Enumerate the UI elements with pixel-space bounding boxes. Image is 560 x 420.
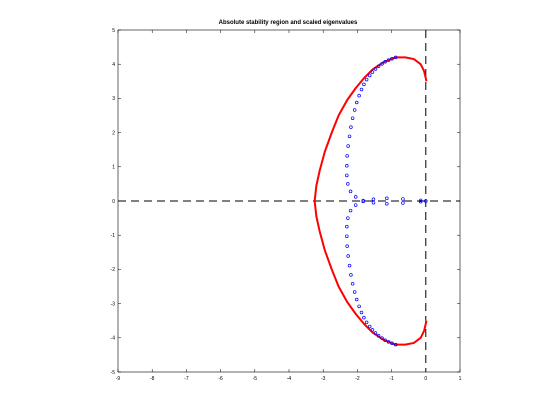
boundary-curve xyxy=(313,56,428,346)
eigenvalue-point xyxy=(401,197,405,201)
eigenvalue-point xyxy=(371,200,376,205)
eigenvalue-point xyxy=(376,64,381,69)
eigenvalue-point xyxy=(359,87,364,92)
eigenvalue-point xyxy=(383,338,387,342)
y-tick-label: 4 xyxy=(112,62,115,68)
eigenvalue-point xyxy=(346,182,350,186)
eigenvalue-point xyxy=(346,216,350,220)
x-tick-label: -2 xyxy=(355,376,360,382)
x-tick-label: -4 xyxy=(287,376,292,382)
eigenvalue-point xyxy=(346,144,350,148)
eigenvalue-point xyxy=(345,234,349,238)
x-tick-label: 1 xyxy=(459,376,462,382)
y-tick-label: 1 xyxy=(112,165,115,171)
eigenvalue-point xyxy=(354,297,359,302)
eigenvalue-point xyxy=(373,331,378,335)
x-tick-label: -7 xyxy=(184,376,189,382)
eigenvalue-point xyxy=(364,320,369,325)
eigenvalue-point xyxy=(354,100,359,105)
eigenvalue-point xyxy=(353,203,358,207)
eigenvalue-point xyxy=(393,342,398,347)
x-tick-label: -5 xyxy=(253,376,258,382)
eigenvalue-point xyxy=(362,315,366,320)
reference-lines xyxy=(118,30,460,372)
eigenvalue-point xyxy=(376,333,381,338)
chart-title: Absolute stability region and scaled eig… xyxy=(219,20,358,26)
eigenvalue-point xyxy=(371,197,376,202)
eigenvalue-point xyxy=(346,254,350,258)
eigenvalue-point xyxy=(348,189,353,194)
y-tick-label: 2 xyxy=(112,130,115,136)
eigenvalue-point xyxy=(373,67,378,71)
eigenvalue-point xyxy=(393,55,398,60)
stability-boundary xyxy=(313,56,428,346)
eigenvalue-point xyxy=(357,304,361,309)
x-tick-label: -9 xyxy=(116,376,121,382)
x-tick-label: -1 xyxy=(389,376,394,382)
eigenvalue-point xyxy=(367,324,372,329)
eigenvalue-point xyxy=(418,199,423,204)
eigenvalue-point xyxy=(390,341,394,346)
y-tick-label: -2 xyxy=(111,267,116,273)
eigenvalue-point xyxy=(418,198,423,203)
eigenvalue-point xyxy=(350,282,355,286)
eigenvalue-point xyxy=(352,108,357,112)
eigenvalue-point xyxy=(390,56,394,61)
eigenvalue-point xyxy=(361,199,365,204)
y-tick-label: -1 xyxy=(111,233,116,239)
eigenvalue-point xyxy=(401,201,405,205)
eigenvalue-point xyxy=(364,77,369,82)
y-tick-label: -3 xyxy=(111,301,116,307)
x-tick-label: 0 xyxy=(424,376,427,382)
x-tick-label: -6 xyxy=(218,376,223,382)
x-tick-label: -3 xyxy=(321,376,326,382)
y-axis-ticks: -5 -4 -3 -2 -1 0 1 2 3 4 5 xyxy=(111,28,460,376)
eigenvalue-point xyxy=(349,273,353,277)
eigenvalue-point xyxy=(380,336,384,340)
eigenvalue-point xyxy=(357,93,361,98)
y-tick-label: -5 xyxy=(111,370,116,376)
y-tick-label: 3 xyxy=(112,96,115,102)
eigenvalue-point xyxy=(383,60,387,64)
eigenvalue-point xyxy=(424,199,428,203)
eigenvalue-point xyxy=(345,173,349,178)
eigenvalue-point xyxy=(348,208,353,213)
eigenvalue-point xyxy=(352,290,357,294)
eigenvalue-point xyxy=(345,224,349,229)
eigenvalue-point xyxy=(386,340,391,344)
eigenvalue-point xyxy=(350,116,355,120)
eigenvalue-point xyxy=(362,82,366,87)
eigenvalue-markers xyxy=(345,55,428,347)
y-tick-label: 0 xyxy=(112,199,115,205)
eigenvalue-point xyxy=(367,73,372,78)
eigenvalue-point xyxy=(359,310,364,315)
eigenvalue-point xyxy=(370,328,375,332)
eigenvalue-point xyxy=(386,58,391,62)
y-tick-label: 5 xyxy=(112,28,115,34)
eigenvalue-point xyxy=(345,154,349,158)
eigenvalue-point xyxy=(385,201,389,206)
y-tick-label: -4 xyxy=(111,336,116,342)
eigenvalue-point xyxy=(385,196,389,201)
eigenvalue-point xyxy=(349,125,353,129)
eigenvalue-point xyxy=(380,62,384,66)
x-tick-label: -8 xyxy=(150,376,155,382)
eigenvalue-point xyxy=(370,70,375,74)
eigenvalue-point xyxy=(345,164,349,168)
eigenvalue-point xyxy=(353,195,358,199)
eigenvalue-point xyxy=(347,263,352,268)
eigenvalue-point xyxy=(345,244,349,248)
x-axis-ticks: -9 -8 -7 -6 -5 -4 -3 -2 -1 0 1 xyxy=(116,30,462,382)
eigenvalue-point xyxy=(347,134,352,139)
